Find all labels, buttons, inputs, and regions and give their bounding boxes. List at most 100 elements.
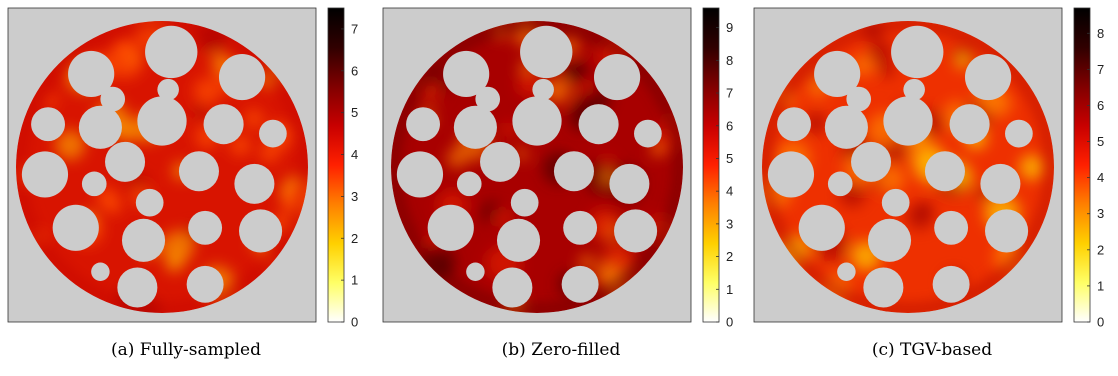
- pore-zero-filled-23: [466, 262, 485, 282]
- pore-fully-sampled-15: [52, 204, 99, 251]
- pore-tgv-based-1: [814, 50, 861, 98]
- colorbar-fully-sampled: [327, 7, 345, 323]
- pore-tgv-based-23: [837, 262, 856, 282]
- colorbar-tick-label-zero-filled-9: 9: [726, 20, 733, 35]
- pore-fully-sampled-4: [31, 107, 65, 142]
- pore-zero-filled-20: [561, 265, 599, 303]
- colorbar-zero-filled: [702, 7, 720, 323]
- pore-zero-filled-17: [563, 210, 598, 245]
- colorbar-tick-label-zero-filled-3: 3: [726, 216, 733, 231]
- colorbar-tick-label-fully-sampled-7: 7: [351, 21, 358, 36]
- colorbar-tick-label-zero-filled-5: 5: [726, 151, 733, 166]
- pore-tgv-based-19: [863, 267, 904, 308]
- pore-fully-sampled-23: [91, 262, 110, 282]
- pore-zero-filled-10: [480, 141, 521, 182]
- colorbar-tick-label-tgv-based-1: 1: [1097, 278, 1104, 293]
- pore-zero-filled-18: [614, 209, 658, 253]
- panel-fully-sampled: 0 1 2 3 4 5 6 7 (a) Fully-sampled: [0, 0, 372, 376]
- pore-tgv-based-12: [980, 163, 1021, 204]
- pore-zero-filled-11: [553, 151, 594, 192]
- heatmap-plot-tgv-based: 0 1 2 3 4 5 6 7 8: [753, 7, 1104, 330]
- pore-zero-filled-6: [512, 96, 562, 146]
- pore-zero-filled-19: [492, 267, 533, 308]
- colorbar-tick-label-zero-filled-1: 1: [726, 282, 733, 297]
- pore-tgv-based-11: [924, 151, 965, 192]
- colorbar-tick-label-tgv-based-5: 5: [1097, 134, 1104, 149]
- colorbar-tgv-based: [1073, 7, 1091, 323]
- pore-zero-filled-5: [453, 105, 497, 149]
- pore-tgv-based-10: [851, 141, 892, 182]
- pore-tgv-based-8: [1005, 119, 1033, 148]
- pore-zero-filled-21: [475, 86, 501, 112]
- pore-fully-sampled-7: [203, 104, 244, 145]
- pore-fully-sampled-10: [105, 141, 146, 182]
- pore-tgv-based-14: [881, 188, 910, 217]
- pore-fully-sampled-5: [78, 105, 122, 149]
- colorbar-tick-label-fully-sampled-4: 4: [351, 147, 358, 162]
- pore-tgv-based-6: [883, 96, 933, 146]
- pore-zero-filled-1: [443, 50, 490, 98]
- colorbar-tick-label-zero-filled-2: 2: [726, 249, 733, 264]
- colorbar-tick-label-tgv-based-7: 7: [1097, 62, 1104, 77]
- heatmap-plot-zero-filled: 0 1 2 3 4 5 6 7 8 9: [382, 7, 733, 330]
- colorbar-tick-label-tgv-based-2: 2: [1097, 242, 1104, 257]
- pore-tgv-based-4: [777, 107, 811, 142]
- heat-disk-zero-filled: [391, 21, 683, 313]
- panel-tgv-based: 0 1 2 3 4 5 6 7 8 (c) TGV-based: [746, 0, 1118, 376]
- colorbar-tick-label-fully-sampled-2: 2: [351, 231, 358, 246]
- pore-fully-sampled-14: [135, 188, 164, 217]
- pore-fully-sampled-11: [178, 151, 219, 192]
- pore-zero-filled-3: [593, 53, 641, 101]
- colorbar-tick-label-tgv-based-3: 3: [1097, 206, 1104, 221]
- pore-fully-sampled-3: [218, 53, 266, 101]
- pore-tgv-based-3: [964, 53, 1012, 101]
- heatmap-plot-fully-sampled: 0 1 2 3 4 5 6 7: [7, 7, 358, 330]
- panel-zero-filled: 0 1 2 3 4 5 6 7 8 9 (b) Zero-filled: [375, 0, 747, 376]
- heat-disk-tgv-based: [762, 21, 1054, 313]
- pore-fully-sampled-12: [234, 163, 275, 204]
- colorbar-tick-label-fully-sampled-0: 0: [351, 315, 358, 330]
- pore-tgv-based-18: [985, 209, 1029, 253]
- pore-zero-filled-16: [496, 218, 541, 262]
- pore-zero-filled-14: [510, 188, 539, 217]
- pore-fully-sampled-21: [100, 86, 126, 112]
- pore-fully-sampled-8: [259, 119, 287, 148]
- pore-fully-sampled-22: [157, 78, 179, 101]
- colorbar-tick-label-tgv-based-4: 4: [1097, 170, 1104, 185]
- pore-tgv-based-15: [798, 204, 845, 251]
- pore-tgv-based-2: [891, 25, 944, 79]
- colorbar-tick-label-tgv-based-0: 0: [1097, 315, 1104, 330]
- colorbar-tick-label-fully-sampled-1: 1: [351, 273, 358, 288]
- colorbar-tick-label-fully-sampled-5: 5: [351, 105, 358, 120]
- pore-zero-filled-4: [406, 107, 440, 142]
- caption-tgv-based: (c) TGV-based: [871, 340, 993, 360]
- colorbar-tick-label-fully-sampled-6: 6: [351, 63, 358, 78]
- pore-zero-filled-13: [456, 171, 482, 197]
- pore-zero-filled-15: [427, 204, 474, 251]
- colorbar-tick-label-zero-filled-0: 0: [726, 315, 733, 330]
- colorbar-tick-label-zero-filled-8: 8: [726, 53, 733, 68]
- pore-tgv-based-7: [949, 104, 990, 145]
- colorbar-tick-label-fully-sampled-3: 3: [351, 189, 358, 204]
- pore-fully-sampled-2: [145, 25, 198, 79]
- pore-tgv-based-16: [867, 218, 912, 262]
- pore-fully-sampled-13: [81, 171, 107, 197]
- pore-tgv-based-13: [827, 171, 853, 197]
- pore-fully-sampled-19: [117, 267, 158, 308]
- colorbar-tick-label-tgv-based-6: 6: [1097, 98, 1104, 113]
- pore-tgv-based-17: [934, 210, 969, 245]
- pore-zero-filled-9: [396, 151, 444, 198]
- pore-fully-sampled-18: [239, 209, 283, 253]
- colorbar-tick-label-tgv-based-8: 8: [1097, 26, 1104, 41]
- colorbar-tick-label-zero-filled-7: 7: [726, 86, 733, 101]
- pore-zero-filled-12: [609, 163, 650, 204]
- pore-fully-sampled-9: [21, 151, 69, 198]
- pore-fully-sampled-1: [68, 50, 115, 98]
- pore-zero-filled-7: [578, 104, 619, 145]
- pore-tgv-based-20: [932, 265, 970, 303]
- pore-fully-sampled-20: [186, 265, 224, 303]
- pore-tgv-based-9: [767, 151, 815, 198]
- caption-zero-filled: (b) Zero-filled: [501, 340, 621, 360]
- pore-tgv-based-22: [903, 78, 925, 101]
- caption-fully-sampled: (a) Fully-sampled: [110, 340, 261, 360]
